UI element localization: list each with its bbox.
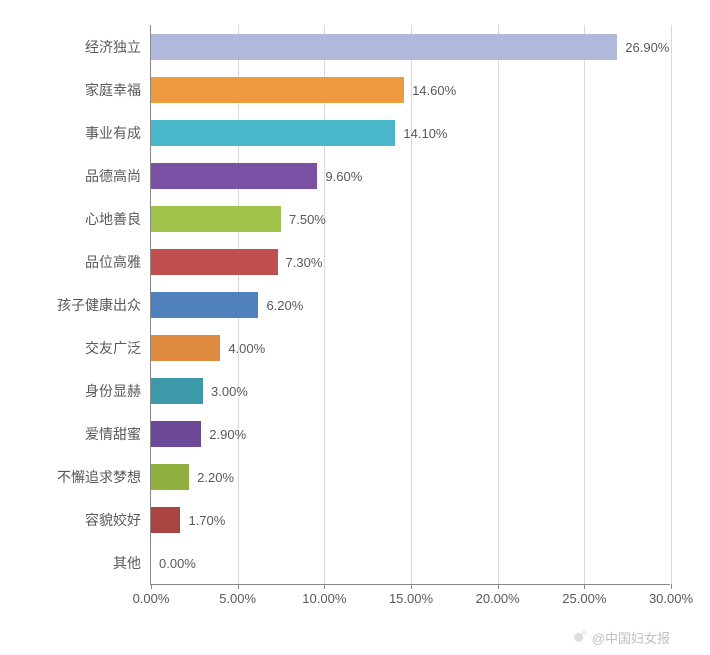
x-axis-tick: 0.00%: [133, 591, 170, 606]
value-label: 2.20%: [197, 470, 234, 485]
xtick-mark: [671, 584, 672, 589]
y-axis-label: 身份显赫: [85, 378, 151, 404]
y-axis-label: 容貌姣好: [85, 507, 151, 533]
value-label: 7.50%: [289, 212, 326, 227]
bar: [151, 421, 201, 447]
bar-row: 孩子健康出众6.20%: [151, 292, 303, 318]
weibo-icon: [572, 628, 588, 647]
bar: [151, 206, 281, 232]
bar: [151, 464, 189, 490]
x-axis-tick: 30.00%: [649, 591, 693, 606]
value-label: 26.90%: [625, 40, 669, 55]
gridline: [498, 25, 499, 584]
chart-container: 0.00% 5.00% 10.00% 15.00% 20.00% 25.00% 30.00%…: [0, 0, 710, 655]
bar: [151, 163, 317, 189]
bar-row: 经济独立26.90%: [151, 34, 669, 60]
bar-row: 其他0.00%: [151, 550, 196, 576]
y-axis-label: 爱情甜蜜: [85, 421, 151, 447]
value-label: 6.20%: [266, 298, 303, 313]
bar: [151, 77, 404, 103]
bar: [151, 34, 617, 60]
x-axis-tick: 10.00%: [302, 591, 346, 606]
bar-row: 心地善良7.50%: [151, 206, 326, 232]
value-label: 7.30%: [286, 255, 323, 270]
value-label: 14.10%: [403, 126, 447, 141]
plot-area: 0.00%5.00%10.00%15.00%20.00%25.00%30.00%…: [150, 25, 670, 585]
gridline: [671, 25, 672, 584]
xtick-mark: [151, 584, 152, 589]
y-axis-label: 家庭幸福: [85, 77, 151, 103]
y-axis-label: 孩子健康出众: [57, 292, 151, 318]
bar-row: 容貌姣好1.70%: [151, 507, 225, 533]
y-axis-label: 事业有成: [85, 120, 151, 146]
bar-row: 不懈追求梦想2.20%: [151, 464, 234, 490]
gridline: [411, 25, 412, 584]
xtick-mark: [584, 584, 585, 589]
value-label: 1.70%: [188, 513, 225, 528]
y-axis-label: 品位高雅: [85, 249, 151, 275]
watermark: @中国妇女报: [572, 628, 670, 647]
y-axis-label: 品德高尚: [85, 163, 151, 189]
y-axis-label: 其他: [113, 550, 151, 576]
bar: [151, 292, 258, 318]
x-axis-tick: 15.00%: [389, 591, 433, 606]
bar-row: 事业有成14.10%: [151, 120, 447, 146]
bar-row: 身份显赫3.00%: [151, 378, 248, 404]
xtick-mark: [411, 584, 412, 589]
bar: [151, 335, 220, 361]
gridline: [324, 25, 325, 584]
y-axis-label: 不懈追求梦想: [57, 464, 151, 490]
x-axis-tick: 5.00%: [219, 591, 256, 606]
value-label: 3.00%: [211, 384, 248, 399]
x-axis-tick: 25.00%: [562, 591, 606, 606]
value-label: 0.00%: [159, 556, 196, 571]
bar-row: 交友广泛4.00%: [151, 335, 265, 361]
value-label: 4.00%: [228, 341, 265, 356]
y-axis-label: 经济独立: [85, 34, 151, 60]
bar-row: 家庭幸福14.60%: [151, 77, 456, 103]
gridline: [584, 25, 585, 584]
bar-row: 品德高尚9.60%: [151, 163, 362, 189]
y-axis-label: 交友广泛: [85, 335, 151, 361]
xtick-mark: [238, 584, 239, 589]
x-axis-tick: 20.00%: [476, 591, 520, 606]
xtick-mark: [324, 584, 325, 589]
watermark-text: @中国妇女报: [592, 628, 670, 647]
bar: [151, 378, 203, 404]
xtick-mark: [498, 584, 499, 589]
value-label: 14.60%: [412, 83, 456, 98]
bar: [151, 120, 395, 146]
bar-row: 品位高雅7.30%: [151, 249, 322, 275]
bar: [151, 507, 180, 533]
value-label: 2.90%: [209, 427, 246, 442]
bar: [151, 249, 278, 275]
bar-row: 爱情甜蜜2.90%: [151, 421, 246, 447]
y-axis-label: 心地善良: [85, 206, 151, 232]
value-label: 9.60%: [325, 169, 362, 184]
